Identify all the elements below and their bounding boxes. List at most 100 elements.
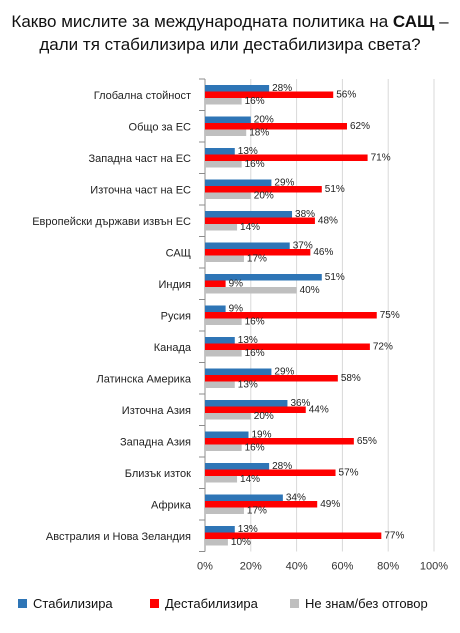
bar-dont-know — [205, 224, 238, 231]
x-tick-label: 80% — [377, 561, 399, 573]
data-label: 16% — [245, 443, 265, 454]
bar-destabilizes — [205, 154, 368, 161]
chart-title: Какво мислите за международната политика… — [0, 10, 460, 56]
bar-destabilizes — [205, 280, 226, 287]
bar-destabilizes — [205, 186, 322, 193]
title-text-part: Какво мислите за международната политика… — [11, 12, 393, 31]
data-label: 28% — [272, 461, 292, 472]
chart-title-line2: дали тя стабилизира или дестабилизира св… — [39, 35, 421, 54]
data-label: 16% — [245, 348, 265, 359]
data-label: 16% — [245, 317, 265, 328]
data-label: 9% — [229, 304, 244, 315]
x-tick-label: 20% — [240, 561, 262, 573]
category-label: Африка — [151, 499, 192, 511]
data-label: 19% — [252, 430, 272, 441]
bar-dont-know — [205, 318, 242, 325]
bar-dont-know — [205, 444, 242, 451]
bar-destabilizes — [205, 532, 382, 539]
category-label: Западна част на ЕС — [89, 153, 192, 165]
legend-label-dont-know: Не знам/без отговор — [305, 596, 428, 611]
data-label: 16% — [245, 96, 265, 107]
bar-dont-know — [205, 98, 242, 105]
data-label: 37% — [293, 241, 313, 252]
bar-destabilizes — [205, 249, 311, 256]
category-label: Източна част на ЕС — [90, 184, 191, 196]
data-label: 48% — [318, 216, 338, 227]
category-label: Канада — [154, 342, 192, 354]
data-label: 13% — [238, 146, 258, 157]
data-label: 57% — [339, 468, 359, 479]
bar-dont-know — [205, 192, 251, 199]
data-label: 71% — [371, 153, 391, 164]
bar-stabilizes — [205, 242, 290, 249]
data-label: 62% — [350, 121, 370, 132]
bar-destabilizes — [205, 123, 347, 130]
bar-stabilizes — [205, 116, 251, 123]
bar-destabilizes — [205, 375, 338, 382]
data-label: 14% — [240, 474, 260, 485]
bar-stabilizes — [205, 211, 293, 218]
category-label: Общо за ЕС — [129, 121, 192, 133]
data-label: 10% — [231, 537, 251, 548]
legend-item-dont-know: Не знам/без отговор — [290, 596, 428, 611]
bar-stabilizes — [205, 179, 272, 186]
data-label: 20% — [254, 411, 274, 422]
data-label: 56% — [336, 90, 356, 101]
bar-dont-know — [205, 129, 247, 136]
bar-stabilizes — [205, 148, 235, 155]
category-label: Западна Азия — [120, 436, 191, 448]
bar-destabilizes — [205, 469, 336, 476]
category-label: Австралия и Нова Зеландия — [46, 531, 191, 543]
bar-dont-know — [205, 413, 251, 420]
bar-dont-know — [205, 539, 228, 546]
chart-title-line1: Какво мислите за международната политика… — [0, 10, 460, 33]
title-bold-part: САЩ — [392, 12, 435, 31]
bar-destabilizes — [205, 438, 354, 445]
data-label: 38% — [295, 209, 315, 220]
data-label: 77% — [384, 531, 404, 542]
data-label: 17% — [247, 506, 267, 517]
data-label: 51% — [325, 272, 345, 283]
bar-stabilizes — [205, 368, 272, 375]
data-label: 16% — [245, 159, 265, 170]
legend-label-stabilizes: Стабилизира — [33, 596, 113, 611]
x-tick-label: 40% — [286, 561, 308, 573]
bar-dont-know — [205, 476, 238, 483]
bar-stabilizes — [205, 526, 235, 533]
bar-stabilizes — [205, 274, 322, 281]
data-label: 29% — [274, 367, 294, 378]
data-label: 29% — [274, 178, 294, 189]
data-label: 20% — [254, 191, 274, 202]
data-label: 28% — [272, 83, 292, 94]
data-label: 9% — [229, 279, 244, 290]
legend-swatch-stabilizes — [18, 599, 27, 608]
bar-destabilizes — [205, 406, 306, 413]
data-label: 13% — [238, 380, 258, 391]
data-label: 20% — [254, 115, 274, 126]
data-label: 34% — [286, 493, 306, 504]
legend-item-destabilizes: Дестабилизира — [150, 596, 258, 611]
category-label: Индия — [158, 279, 191, 291]
data-label: 40% — [300, 285, 320, 296]
data-label: 75% — [380, 310, 400, 321]
data-label: 44% — [309, 405, 329, 416]
bar-dont-know — [205, 381, 235, 388]
x-tick-label: 100% — [420, 561, 448, 573]
data-label: 72% — [373, 342, 393, 353]
data-label: 51% — [325, 184, 345, 195]
data-label: 14% — [240, 222, 260, 233]
category-label: Близък изток — [125, 468, 191, 480]
bar-stabilizes — [205, 85, 270, 92]
legend-label-destabilizes: Дестабилизира — [165, 596, 258, 611]
legend-swatch-destabilizes — [150, 599, 159, 608]
category-label: Европейски държави извън ЕС — [32, 216, 191, 228]
title-text-end: – — [434, 12, 449, 31]
legend-item-stabilizes: Стабилизира — [18, 596, 113, 611]
data-label: 13% — [238, 335, 258, 346]
bar-dont-know — [205, 350, 242, 357]
data-label: 58% — [341, 373, 361, 384]
bar-stabilizes — [205, 494, 283, 501]
bar-dont-know — [205, 255, 244, 262]
bar-dont-know — [205, 287, 297, 294]
